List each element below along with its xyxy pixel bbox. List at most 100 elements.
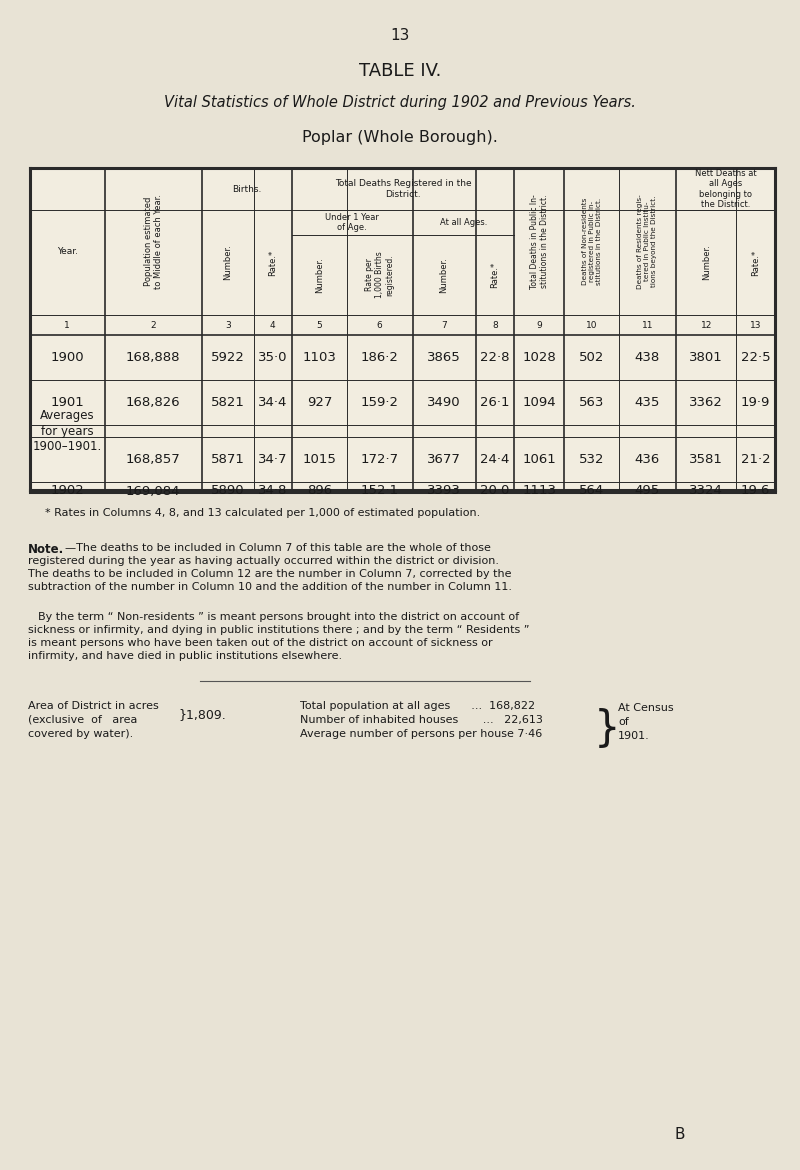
Text: 5871: 5871: [210, 453, 245, 466]
Text: 564: 564: [579, 484, 604, 497]
Text: 896: 896: [307, 484, 332, 497]
Text: 3393: 3393: [427, 484, 461, 497]
Text: 3490: 3490: [427, 395, 461, 410]
Text: 3324: 3324: [690, 484, 723, 497]
Text: 19·6: 19·6: [741, 484, 770, 497]
Text: * Rates in Columns 4, 8, and 13 calculated per 1,000 of estimated population.: * Rates in Columns 4, 8, and 13 calculat…: [45, 508, 480, 518]
Text: 1061: 1061: [522, 453, 556, 466]
Text: 7: 7: [441, 321, 447, 330]
Text: At Census: At Census: [618, 703, 674, 713]
Text: 35·0: 35·0: [258, 351, 287, 364]
Text: By the term “ Non-residents ” is meant persons brought into the district on acco: By the term “ Non-residents ” is meant p…: [38, 612, 519, 622]
Text: 169,084: 169,084: [126, 484, 181, 497]
Text: infirmity, and have died in public institutions elsewhere.: infirmity, and have died in public insti…: [28, 651, 342, 661]
Text: 1902: 1902: [50, 484, 84, 497]
Text: 435: 435: [635, 395, 660, 410]
Text: 495: 495: [635, 484, 660, 497]
Text: 3: 3: [225, 321, 230, 330]
Text: 19·9: 19·9: [741, 395, 770, 410]
Text: 13: 13: [390, 28, 410, 43]
Text: 10: 10: [586, 321, 598, 330]
Text: 5922: 5922: [210, 351, 245, 364]
Text: Under 1 Year
of Age.: Under 1 Year of Age.: [326, 213, 379, 232]
Text: 532: 532: [579, 453, 604, 466]
Text: 3865: 3865: [427, 351, 461, 364]
Text: of: of: [618, 717, 629, 727]
Text: subtraction of the number in Column 10 and the addition of the number in Column : subtraction of the number in Column 10 a…: [28, 581, 512, 592]
Text: 9: 9: [537, 321, 542, 330]
Text: 152·1: 152·1: [361, 484, 398, 497]
Text: 502: 502: [579, 351, 604, 364]
Text: 20·0: 20·0: [480, 484, 510, 497]
Text: 3801: 3801: [690, 351, 723, 364]
Text: 436: 436: [635, 453, 660, 466]
Text: Total population at all ages      ...  168,822: Total population at all ages ... 168,822: [300, 701, 535, 711]
Text: 5821: 5821: [210, 395, 245, 410]
Text: Area of District in acres: Area of District in acres: [28, 701, 158, 711]
Text: 1900: 1900: [50, 351, 84, 364]
Text: 3677: 3677: [427, 453, 461, 466]
Text: Deaths of Residents regis-
tered in Public Institu-
tions beyond the District.: Deaths of Residents regis- tered in Publ…: [638, 194, 658, 289]
Text: Total Deaths in Public In-
stitutions in the District.: Total Deaths in Public In- stitutions in…: [530, 194, 549, 289]
Text: 563: 563: [579, 395, 604, 410]
Text: 168,888: 168,888: [126, 351, 181, 364]
Text: At all Ages.: At all Ages.: [440, 218, 487, 227]
Text: Rate.*: Rate.*: [751, 249, 760, 276]
Text: 927: 927: [306, 395, 332, 410]
Text: 2: 2: [150, 321, 156, 330]
Text: Average number of persons per house 7·46: Average number of persons per house 7·46: [300, 729, 542, 739]
Text: 12: 12: [701, 321, 712, 330]
Text: 172·7: 172·7: [361, 453, 398, 466]
Text: Number.: Number.: [315, 257, 324, 292]
Text: 3581: 3581: [690, 453, 723, 466]
Text: Rate.*: Rate.*: [268, 249, 278, 276]
Text: 22·8: 22·8: [480, 351, 510, 364]
Text: 3362: 3362: [690, 395, 723, 410]
Text: is meant persons who have been taken out of the district on account of sickness : is meant persons who have been taken out…: [28, 638, 493, 648]
Text: 1901.: 1901.: [618, 731, 650, 741]
Text: 1103: 1103: [302, 351, 336, 364]
Text: Nett Deaths at
all Ages
belonging to
the District.: Nett Deaths at all Ages belonging to the…: [694, 168, 756, 209]
Text: 34·8: 34·8: [258, 484, 287, 497]
Text: 5: 5: [317, 321, 322, 330]
Text: Births.: Births.: [232, 185, 262, 193]
Text: 6: 6: [377, 321, 382, 330]
Text: 1028: 1028: [522, 351, 556, 364]
Text: 1094: 1094: [522, 395, 556, 410]
Text: Rate.*: Rate.*: [490, 262, 499, 288]
Bar: [30, 168, 775, 490]
Text: B: B: [674, 1127, 686, 1142]
Text: Note.: Note.: [28, 543, 64, 556]
Text: Number.: Number.: [223, 245, 232, 281]
Text: 21·2: 21·2: [741, 453, 770, 466]
Text: 24·4: 24·4: [480, 453, 510, 466]
Text: 4: 4: [270, 321, 276, 330]
Text: 13: 13: [750, 321, 762, 330]
Text: 11: 11: [642, 321, 654, 330]
Text: 34·7: 34·7: [258, 453, 287, 466]
Text: Total Deaths Registered in the
District.: Total Deaths Registered in the District.: [335, 179, 471, 199]
Text: Vital Statistics of Whole District during 1902 and Previous Years.: Vital Statistics of Whole District durin…: [164, 95, 636, 110]
Text: 168,826: 168,826: [126, 395, 181, 410]
Text: 168,857: 168,857: [126, 453, 181, 466]
Text: covered by water).: covered by water).: [28, 729, 134, 739]
Text: 186·2: 186·2: [361, 351, 398, 364]
Text: TABLE IV.: TABLE IV.: [359, 62, 441, 80]
Text: 1015: 1015: [302, 453, 336, 466]
Text: —The deaths to be included in Column 7 of this table are the whole of those: —The deaths to be included in Column 7 o…: [65, 543, 491, 553]
Text: Number.: Number.: [439, 257, 449, 292]
Text: registered during the year as having actually occurred within the district or di: registered during the year as having act…: [28, 556, 499, 566]
Text: 5890: 5890: [211, 484, 245, 497]
Text: 159·2: 159·2: [361, 395, 398, 410]
Text: 1901: 1901: [50, 395, 84, 410]
Text: 1113: 1113: [522, 484, 556, 497]
Text: The deaths to be included in Column 12 are the number in Column 7, corrected by : The deaths to be included in Column 12 a…: [28, 569, 511, 579]
Text: Population estimated
to Middle of each Year.: Population estimated to Middle of each Y…: [143, 194, 163, 289]
Text: Number.: Number.: [702, 245, 710, 281]
Text: Number of inhabited houses       ...   22,613: Number of inhabited houses ... 22,613: [300, 715, 543, 725]
Text: sickness or infirmity, and dying in public institutions there ; and by the term : sickness or infirmity, and dying in publ…: [28, 625, 530, 635]
Text: Year.: Year.: [57, 247, 78, 256]
Text: 1: 1: [64, 321, 70, 330]
Text: 34·4: 34·4: [258, 395, 287, 410]
Text: 22·5: 22·5: [741, 351, 770, 364]
